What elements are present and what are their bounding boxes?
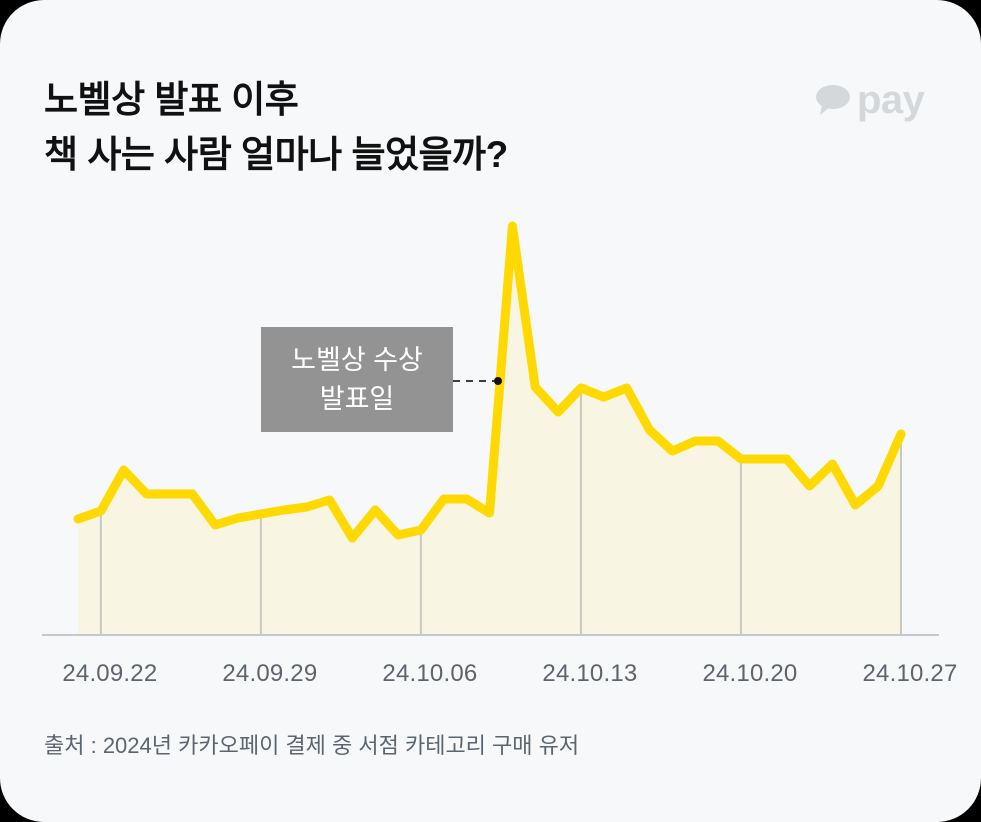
title-line-1: 노벨상 발표 이후 bbox=[44, 79, 299, 120]
logo-text: pay bbox=[857, 78, 925, 122]
kakaopay-logo: pay bbox=[815, 78, 925, 122]
x-tick-label: 24.10.27 bbox=[862, 660, 958, 687]
annotation-box: 노벨상 수상 발표일 bbox=[261, 327, 453, 432]
annotation-marker bbox=[494, 377, 502, 385]
x-tick-label: 24.09.22 bbox=[62, 660, 158, 687]
speech-bubble-icon bbox=[816, 85, 850, 115]
x-tick-label: 24.09.29 bbox=[222, 660, 318, 687]
chart-line bbox=[73, 221, 906, 543]
annotation-line-1: 노벨상 수상 bbox=[291, 344, 423, 375]
chart-gridlines bbox=[99, 388, 902, 634]
x-tick-label: 24.10.06 bbox=[382, 660, 478, 687]
source-note: 출처 : 2024년 카카오페이 결제 중 서점 카테고리 구매 유저 bbox=[44, 733, 580, 758]
annotation-line-2: 발표일 bbox=[319, 383, 395, 414]
x-tick-label: 24.10.20 bbox=[702, 660, 798, 687]
chart-area-fill bbox=[78, 226, 901, 634]
title-line-2: 책 사는 사람 얼마나 늘었을까? bbox=[44, 134, 508, 175]
chart-title: 노벨상 발표 이후 책 사는 사람 얼마나 늘었을까? bbox=[44, 72, 508, 182]
x-tick-label: 24.10.13 bbox=[542, 660, 638, 687]
